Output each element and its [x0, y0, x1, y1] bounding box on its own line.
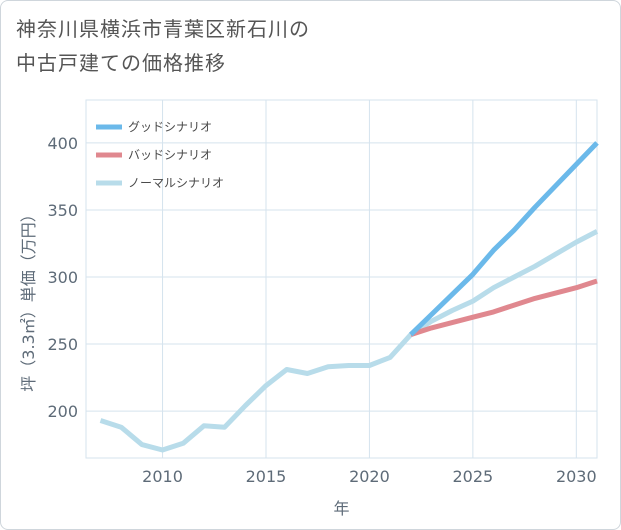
- x-tick-label-2025: 2025: [453, 467, 494, 486]
- legend-label-2: ノーマルシナリオ: [128, 176, 224, 190]
- axes: 2010 2015 2020 2025 2030 200 250 300 350 400: [47, 99, 598, 486]
- legend-label-0: グッドシナリオ: [128, 120, 212, 134]
- x-tick-label-2020: 2020: [349, 467, 390, 486]
- y-tick-label-300: 300: [47, 268, 78, 287]
- series-line-2: [99, 229, 599, 453]
- chart-title: 神奈川県横浜市青葉区新石川の 中古戸建ての価格推移: [16, 12, 310, 80]
- series-line-0: [409, 141, 599, 337]
- legend-label-1: バッドシナリオ: [128, 148, 212, 162]
- y-tick-label-350: 350: [47, 201, 78, 220]
- chart-title-line-1: 神奈川県横浜市青葉区新石川の: [16, 17, 310, 41]
- y-tick-label-200: 200: [47, 402, 78, 421]
- x-tick-label-2015: 2015: [246, 467, 287, 486]
- y-tick-label-400: 400: [47, 134, 78, 153]
- series-line-1: [410, 278, 598, 337]
- x-axis-label: 年: [333, 499, 349, 518]
- series-lines: [99, 141, 599, 453]
- y-axis-label: 坪（3.3㎡）単価（万円）: [19, 206, 38, 391]
- x-tick-label-2010: 2010: [142, 467, 183, 486]
- plot-border: [85, 99, 598, 459]
- x-tick-label-2030: 2030: [556, 467, 597, 486]
- chart-title-line-2: 中古戸建ての価格推移: [16, 51, 226, 75]
- y-tick-label-250: 250: [47, 335, 78, 354]
